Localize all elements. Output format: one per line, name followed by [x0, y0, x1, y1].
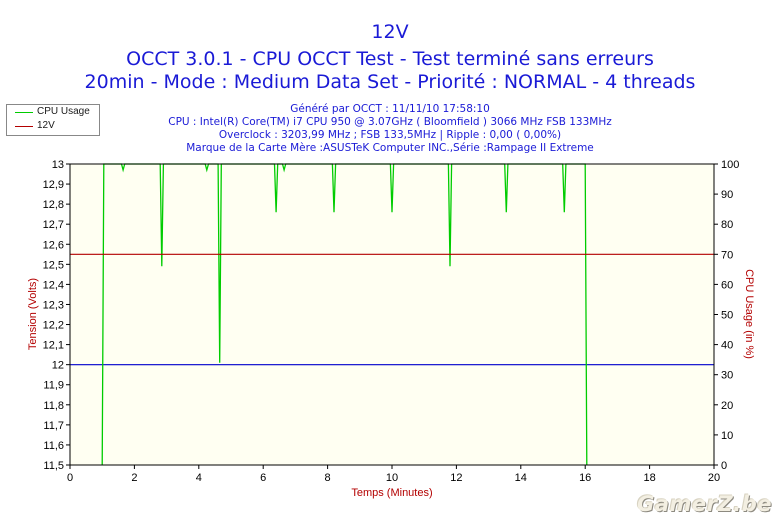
- y2-tick-label: 10: [721, 430, 733, 442]
- legend-item-cpu-usage: CPU Usage: [7, 105, 99, 119]
- y2-tick-label: 60: [721, 279, 733, 291]
- x-tick-label: 10: [386, 472, 398, 484]
- x-tick-label: 12: [450, 472, 462, 484]
- chart-title: 12V: [371, 21, 409, 43]
- x-tick-label: 0: [67, 472, 73, 484]
- y2-tick-label: 40: [721, 340, 733, 352]
- chart-subtitle-2: 20min - Mode : Medium Data Set - Priorit…: [84, 71, 696, 93]
- y-tick-label: 12,3: [43, 299, 64, 311]
- y-tick-label: 12,4: [43, 279, 64, 291]
- x-tick-label: 18: [643, 472, 655, 484]
- y-tick-label: 12,8: [43, 199, 64, 211]
- info-overclock: Overclock : 3203,99 MHz ; FSB 133,5MHz |…: [218, 129, 562, 141]
- plot-area: [70, 164, 714, 465]
- x-tick-label: 8: [325, 472, 331, 484]
- legend-label-12v: 12V: [37, 120, 55, 131]
- y-tick-label: 12,2: [43, 320, 64, 332]
- y-tick-label: 12,5: [43, 259, 64, 271]
- info-cpu: CPU : Intel(R) Core(TM) i7 CPU 950 @ 3.0…: [168, 116, 612, 128]
- x-tick-label: 16: [579, 472, 591, 484]
- y2-tick-label: 50: [721, 310, 733, 322]
- series-line-cpu-usage: [101, 163, 588, 466]
- watermark-logo: GamerZ.be: [637, 492, 772, 516]
- x-tick-label: 4: [196, 472, 202, 484]
- chart-subtitle-1: OCCT 3.0.1 - CPU OCCT Test - Test termin…: [126, 48, 654, 70]
- y-tick-label: 11,8: [43, 400, 64, 412]
- info-motherboard: Marque de la Carte Mère :ASUSTeK Compute…: [186, 142, 594, 154]
- y2-tick-label: 90: [721, 189, 733, 201]
- x-tick-label: 6: [260, 472, 266, 484]
- y-tick-label: 11,9: [43, 380, 64, 392]
- info-generated: Généré par OCCT : 11/11/10 17:58:10: [290, 103, 490, 115]
- legend-swatch-12v: [15, 126, 33, 127]
- x-tick-label: 20: [708, 472, 720, 484]
- y-tick-label: 13: [52, 159, 64, 171]
- legend-swatch-cpu-usage: [15, 112, 33, 113]
- y2-tick-label: 100: [721, 159, 739, 171]
- chart-legend: CPU Usage 12V: [6, 104, 100, 136]
- y-tick-label: 11,6: [43, 440, 64, 452]
- y2-tick-label: 30: [721, 370, 733, 382]
- legend-label-cpu-usage: CPU Usage: [37, 106, 90, 117]
- legend-item-12v: 12V: [7, 119, 99, 133]
- y2-axis-label: CPU Usage (in %): [743, 269, 755, 359]
- x-tick-label: 14: [515, 472, 527, 484]
- y2-tick-label: 80: [721, 219, 733, 231]
- y-tick-label: 12,1: [43, 340, 64, 352]
- y2-tick-label: 70: [721, 249, 733, 261]
- y-tick-label: 12,9: [43, 179, 64, 191]
- y-tick-label: 12: [52, 360, 64, 372]
- y2-tick-label: 0: [721, 460, 727, 472]
- x-tick-label: 2: [131, 472, 137, 484]
- y-tick-label: 12,7: [43, 219, 64, 231]
- y-axis-label: Tension (Volts): [27, 278, 39, 350]
- y-tick-label: 11,5: [43, 460, 64, 472]
- y-tick-label: 12,6: [43, 239, 64, 251]
- y2-tick-label: 20: [721, 400, 733, 412]
- y-tick-label: 11,7: [43, 420, 64, 432]
- x-axis-label: Temps (Minutes): [351, 487, 432, 499]
